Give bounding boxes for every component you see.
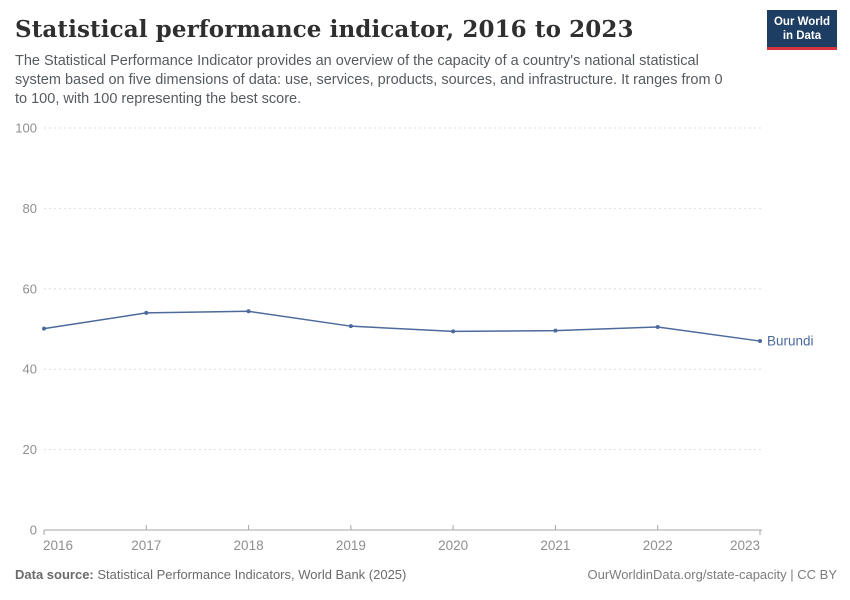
- data-point[interactable]: [348, 324, 353, 329]
- x-tick-label: 2016: [43, 538, 73, 553]
- y-tick-label: 60: [23, 281, 37, 296]
- x-tick-label: 2021: [540, 538, 570, 553]
- credit-link[interactable]: OurWorldinData.org/state-capacity | CC B…: [587, 567, 837, 582]
- data-source-note: Data source: Statistical Performance Ind…: [15, 567, 406, 582]
- owid-logo-line2: in Data: [782, 30, 822, 42]
- chart-footer: Data source: Statistical Performance Ind…: [15, 567, 837, 582]
- owid-logo-line1: Our World: [773, 16, 830, 28]
- x-tick-label: 2018: [234, 538, 264, 553]
- data-source-value: Statistical Performance Indicators, Worl…: [93, 567, 407, 582]
- data-point[interactable]: [758, 339, 762, 344]
- y-tick-label: 20: [23, 442, 37, 457]
- y-tick-label: 40: [23, 362, 37, 377]
- x-tick-label: 2023: [730, 538, 760, 553]
- owid-logo[interactable]: Our World in Data: [766, 10, 837, 50]
- x-tick-label: 2019: [336, 538, 366, 553]
- series-end-label[interactable]: Burundi: [767, 334, 814, 349]
- data-point[interactable]: [42, 326, 46, 331]
- y-tick-label: 0: [30, 523, 37, 538]
- page-title: Statistical performance indicator, 2016 …: [15, 16, 634, 43]
- x-tick-label: 2022: [643, 538, 673, 553]
- data-line[interactable]: [43, 310, 761, 342]
- data-point[interactable]: [246, 309, 251, 314]
- data-point[interactable]: [451, 329, 456, 334]
- data-point[interactable]: [144, 310, 149, 315]
- x-tick-label: 2017: [131, 538, 161, 553]
- chart-header: Statistical performance indicator, 2016 …: [15, 16, 755, 109]
- data-source-label: Data source:: [15, 567, 94, 582]
- y-tick-label: 80: [23, 201, 37, 216]
- chart-subtitle: The Statistical Performance Indicator pr…: [15, 53, 723, 107]
- x-tick-label: 2020: [438, 538, 468, 553]
- data-point[interactable]: [655, 324, 660, 329]
- data-point[interactable]: [553, 328, 558, 333]
- y-tick-label: 100: [15, 121, 37, 136]
